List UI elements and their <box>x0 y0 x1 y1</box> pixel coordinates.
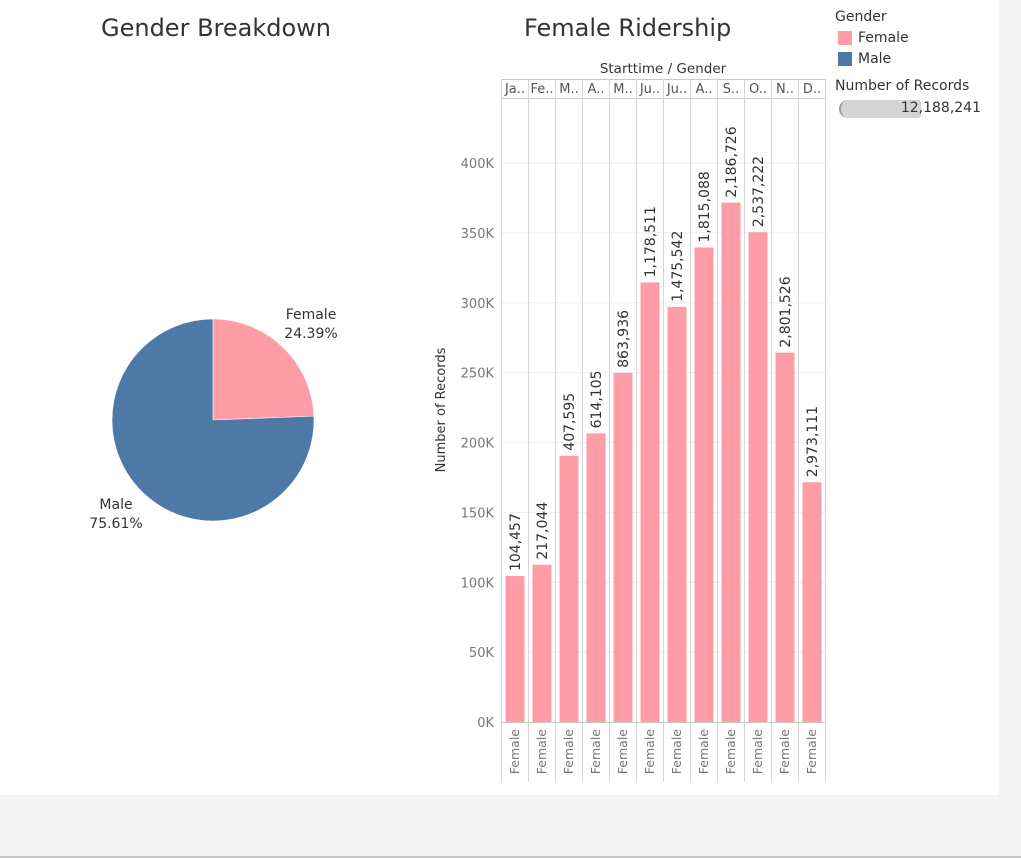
y-tick-label: 400K <box>461 157 495 172</box>
data-label-10: 2,537,222 <box>751 156 767 227</box>
column-header-title: Starttime / Gender <box>600 61 727 77</box>
month-header-1: Ja.. <box>504 82 525 97</box>
x-label-5: Female <box>615 729 630 775</box>
bar-11[interactable] <box>775 352 795 722</box>
data-label-3: 407,595 <box>562 393 578 451</box>
x-label-12: Female <box>804 729 819 775</box>
data-label-2: 217,044 <box>535 502 551 560</box>
pie-label-male-name: Male <box>99 497 133 513</box>
x-label-11: Female <box>777 729 792 775</box>
x-label-6: Female <box>642 729 657 775</box>
legend-swatch-male <box>838 51 852 66</box>
x-label-4: Female <box>588 729 603 775</box>
y-tick-label: 350K <box>461 227 495 242</box>
pie-label-male-percent: 75.61% <box>89 516 143 532</box>
size-legend-bar <box>839 100 921 118</box>
data-label-8: 1,815,088 <box>697 171 713 242</box>
month-header-11: N.. <box>776 82 794 97</box>
x-label-1: Female <box>507 729 522 775</box>
month-header-2: Fe.. <box>530 82 553 97</box>
y-tick-label: 100K <box>461 576 495 591</box>
pie-slice-female[interactable] <box>212 318 315 421</box>
month-header-10: O.. <box>749 82 767 97</box>
legend: Gender Female Male Number of Records 12,… <box>835 8 1005 120</box>
bar-12[interactable] <box>802 482 822 722</box>
legend-label-male: Male <box>858 50 892 67</box>
y-axis-title: Number of Records <box>434 347 449 472</box>
bar-10[interactable] <box>748 232 768 723</box>
month-header-7: Ju.. <box>666 82 687 97</box>
month-header-4: A.. <box>588 82 605 97</box>
data-label-5: 863,936 <box>616 310 632 368</box>
pie-label-female-name: Female <box>285 307 337 323</box>
x-label-3: Female <box>561 729 576 775</box>
bar-1[interactable] <box>505 576 525 722</box>
month-header-6: Ju.. <box>639 82 660 97</box>
bar-9[interactable] <box>721 202 741 723</box>
y-tick-label: 50K <box>469 646 495 661</box>
bar-chart: Number of Records 0K 50K 100K 150K 200K 250K 30… <box>434 61 826 782</box>
pie-chart <box>111 318 315 522</box>
size-legend-value: 12,188,241 <box>900 100 981 116</box>
y-tick-label: 250K <box>461 367 495 382</box>
y-tick-label: 150K <box>461 506 495 521</box>
bottom-divider <box>0 856 1021 858</box>
size-legend: 12,188,241 <box>835 98 1005 120</box>
bar-3[interactable] <box>559 455 579 722</box>
pie-slice-male[interactable] <box>111 318 315 522</box>
legend-item-male[interactable]: Male <box>835 48 1005 69</box>
bar-2[interactable] <box>532 564 552 722</box>
legend-gender-title: Gender <box>835 9 887 25</box>
bar-6[interactable] <box>640 282 660 722</box>
month-header-5: M.. <box>613 82 632 97</box>
bar-7[interactable] <box>667 306 687 722</box>
bar-chart-title: Female Ridership <box>524 14 732 42</box>
y-tick-label: 200K <box>461 437 495 452</box>
data-label-1: 104,457 <box>508 513 524 571</box>
pie-label-male: Male 75.61% <box>80 496 152 534</box>
pie-label-female-percent: 24.39% <box>284 326 338 342</box>
pie-label-female: Female 24.39% <box>275 306 347 344</box>
month-header-3: M.. <box>559 82 578 97</box>
legend-size-title: Number of Records <box>835 78 970 94</box>
legend-swatch-female <box>838 30 852 45</box>
data-label-4: 614,105 <box>589 370 605 428</box>
data-label-9: 2,186,726 <box>724 126 740 197</box>
data-label-11: 2,801,526 <box>778 276 794 347</box>
bar-4[interactable] <box>586 433 606 722</box>
x-label-7: Female <box>669 729 684 775</box>
x-label-2: Female <box>534 729 549 775</box>
bar-8[interactable] <box>694 247 714 722</box>
x-label-9: Female <box>723 729 738 775</box>
month-header-8: A.. <box>696 82 713 97</box>
legend-item-female[interactable]: Female <box>835 27 1005 48</box>
pie-chart-title: Gender Breakdown <box>101 14 332 42</box>
y-tick-label: 300K <box>461 297 495 312</box>
x-label-10: Female <box>750 729 765 775</box>
bar-5[interactable] <box>613 372 633 722</box>
dashboard-canvas: Gender Breakdown Female Ridership Female… <box>0 0 999 795</box>
y-tick-label: 0K <box>477 716 494 731</box>
data-label-12: 2,973,111 <box>805 406 821 477</box>
legend-label-female: Female <box>858 29 909 46</box>
month-header-9: S.. <box>723 82 740 97</box>
month-header-12: D.. <box>803 82 821 97</box>
data-label-6: 1,178,511 <box>643 206 659 277</box>
data-label-7: 1,475,542 <box>670 231 686 302</box>
x-label-8: Female <box>696 729 711 775</box>
